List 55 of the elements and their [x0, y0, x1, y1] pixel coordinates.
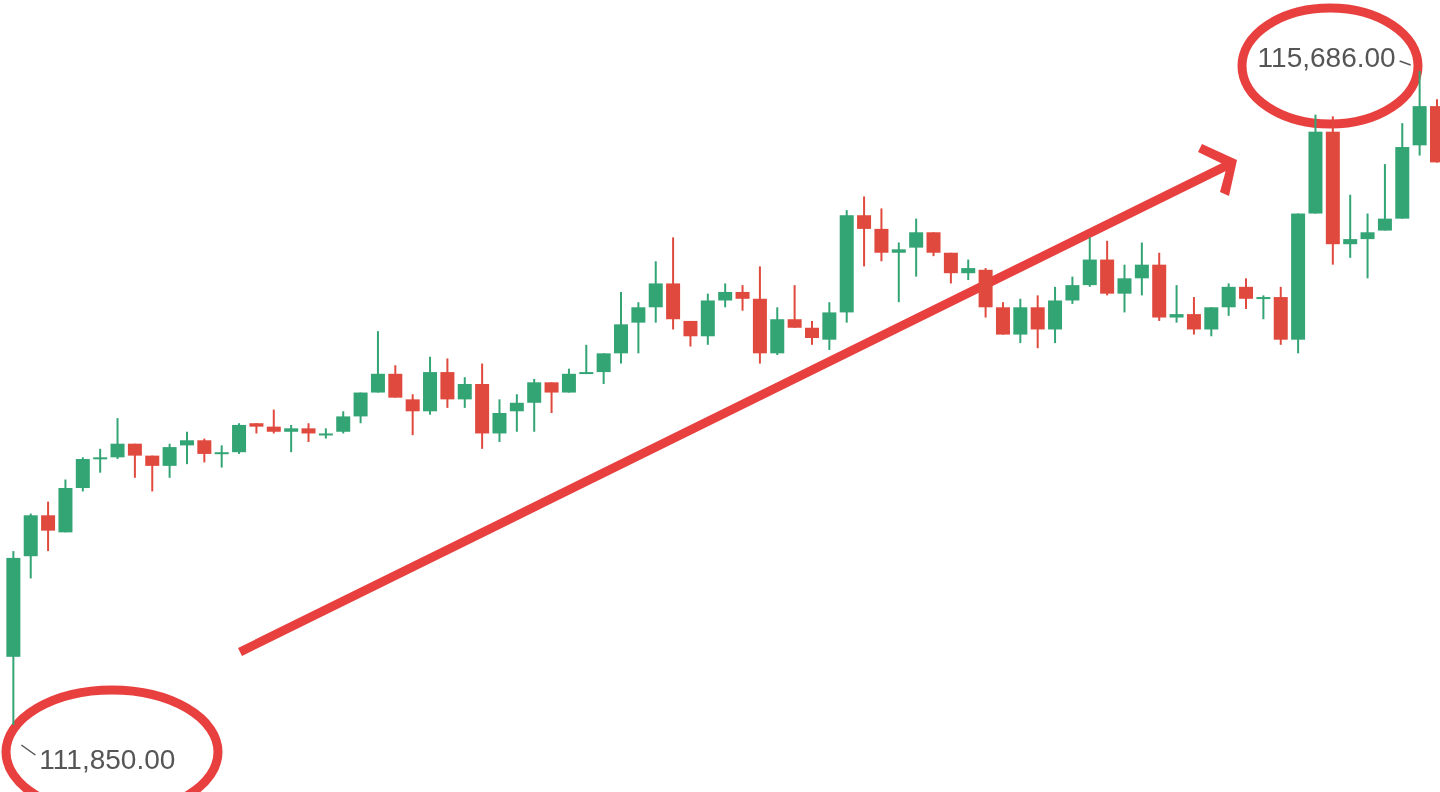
candlestick [1065, 275, 1080, 305]
candlestick [179, 430, 194, 466]
candlestick [1256, 294, 1271, 321]
candlestick [891, 241, 906, 304]
candlestick [579, 343, 594, 375]
candlestick [804, 319, 819, 346]
candlestick [162, 442, 177, 479]
text: 111,850.00 [39, 744, 176, 775]
candlestick [197, 437, 212, 464]
candlestick [561, 367, 576, 394]
candlestick [284, 423, 299, 454]
candlestick [544, 381, 559, 414]
candlestick [93, 447, 108, 474]
candlestick [735, 284, 750, 312]
candlestick [1186, 296, 1201, 336]
candlestick [961, 258, 976, 282]
candlestick [857, 195, 872, 268]
candlestick [1204, 306, 1219, 338]
candlestick [943, 251, 958, 285]
candlestick [1343, 193, 1358, 259]
candlestick [41, 500, 56, 553]
candlestick [353, 391, 368, 425]
candlestick [301, 422, 316, 443]
candlestick [1221, 282, 1236, 317]
candlestick [874, 207, 889, 263]
candlestick [1239, 277, 1254, 310]
annotation: 115,686.00 [1257, 42, 1396, 73]
candlestick [509, 393, 524, 433]
candlestick [388, 364, 403, 399]
candlestick [492, 398, 507, 443]
candlestick [683, 319, 698, 348]
candlestick [1377, 163, 1392, 232]
candlestick [631, 301, 646, 355]
candlestick [926, 231, 941, 258]
candlestick [718, 282, 733, 309]
candlestick [405, 393, 420, 437]
candlestick [527, 377, 542, 433]
candlestick [145, 454, 160, 493]
candlestick [909, 217, 924, 278]
candlestick [214, 444, 229, 469]
candlestick [596, 352, 611, 386]
candlestick [1117, 263, 1132, 314]
candlestick [787, 284, 802, 329]
candlestick [457, 376, 472, 409]
candlestick [370, 330, 385, 394]
candlestick [1030, 294, 1045, 350]
candlestick [1134, 241, 1149, 297]
candlestick [318, 427, 333, 440]
candlestick [1169, 284, 1184, 324]
candlestick [266, 408, 281, 435]
candlestick [648, 260, 663, 324]
candlestick [127, 442, 142, 479]
candlestick [336, 410, 351, 435]
candlestick [110, 417, 125, 461]
candlestick [1360, 212, 1375, 280]
